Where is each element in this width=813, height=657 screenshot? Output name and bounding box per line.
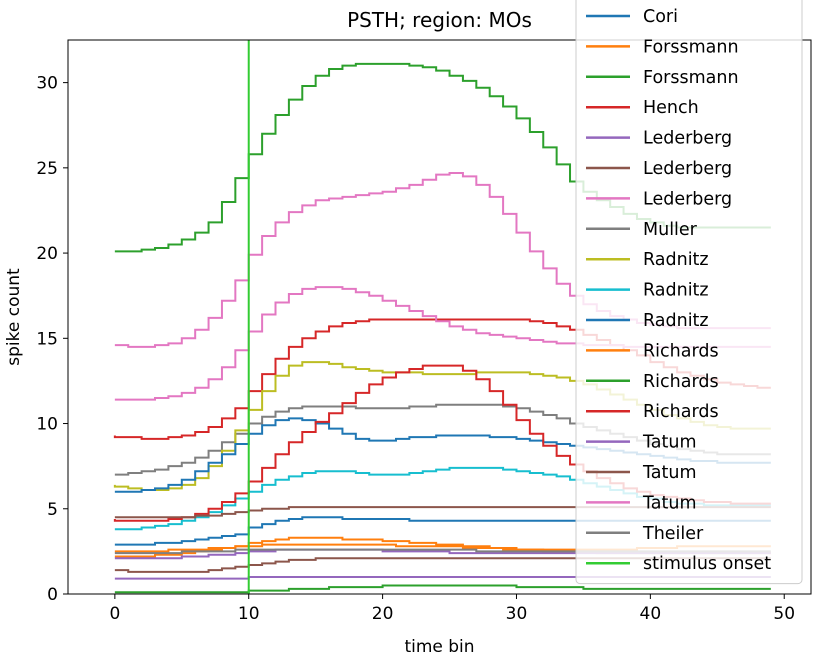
legend-label: Tatum	[642, 433, 697, 453]
x-tick-label: 10	[238, 604, 260, 624]
legend-label: Tatum	[642, 463, 697, 483]
legend-label: Richards	[643, 402, 719, 422]
y-tick-label: 30	[36, 74, 58, 94]
axes-frame	[67, 39, 812, 595]
y-tick-label: 0	[47, 585, 58, 605]
x-axis-ticks: 0 10 20 30 40 50	[109, 594, 795, 624]
y-tick-label: 15	[36, 329, 58, 349]
y-tick-label: 25	[36, 159, 58, 179]
y-tick-label: 10	[36, 415, 58, 435]
legend-label: Richards	[643, 372, 719, 392]
y-axis-title: spike count	[4, 268, 24, 366]
series-line-12	[114, 584, 771, 594]
legend-label: Lederberg	[643, 159, 732, 179]
y-tick-label: 5	[47, 500, 58, 520]
legend-label: Radnitz	[643, 281, 709, 301]
x-tick-label: 40	[640, 604, 662, 624]
legend-box	[575, 0, 803, 585]
legend-label: Theiler	[642, 524, 704, 544]
legend-label: Cori	[643, 7, 678, 27]
x-tick-label: 30	[506, 604, 528, 624]
x-tick-label: 0	[109, 604, 120, 624]
x-axis-title: time bin	[404, 637, 474, 657]
legend-label: Muller	[643, 220, 698, 240]
y-axis-ticks: 0 5 10 15 20 25 30	[36, 74, 68, 605]
legend-label: Forssmann	[643, 37, 739, 57]
legend-label: Hench	[643, 98, 699, 118]
y-tick-label: 20	[36, 244, 58, 264]
x-tick-label: 20	[372, 604, 394, 624]
legend-label: Radnitz	[643, 311, 709, 331]
legend-label: Richards	[643, 341, 719, 361]
legend-label: Lederberg	[643, 189, 732, 209]
legend: Cori Forssmann Forssmann Hench Lederberg Lede…	[575, 0, 803, 585]
x-tick-label: 50	[773, 604, 795, 624]
legend-label: Lederberg	[643, 129, 732, 149]
legend-label: stimulus onset	[643, 554, 771, 574]
chart-title: PSTH; region: MOs	[347, 8, 532, 32]
legend-label: Radnitz	[643, 250, 709, 270]
legend-label: Forssmann	[643, 68, 739, 88]
legend-label: Tatum	[642, 493, 697, 513]
